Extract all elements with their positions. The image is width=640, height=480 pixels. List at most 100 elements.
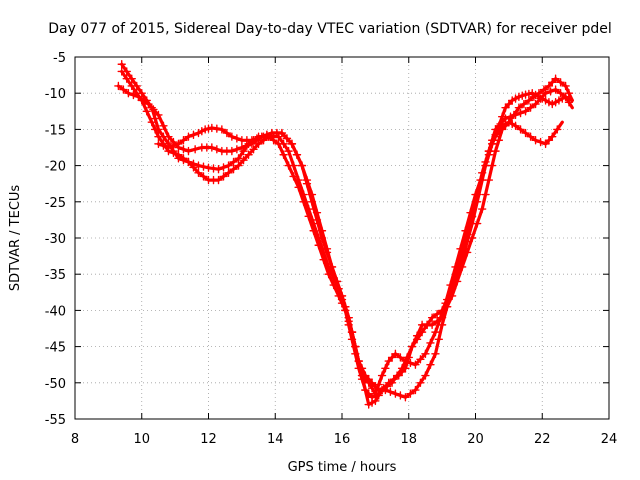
data-point-marker xyxy=(194,168,203,178)
data-point-marker xyxy=(154,139,163,149)
data-point-marker xyxy=(222,128,232,138)
data-point-marker xyxy=(481,161,490,170)
data-point-marker xyxy=(139,96,148,105)
data-point-marker xyxy=(431,349,440,359)
data-point-marker xyxy=(317,233,327,243)
data-point-marker xyxy=(526,103,535,112)
data-point-marker xyxy=(277,128,287,138)
data-point-marker xyxy=(232,134,242,143)
data-point-marker xyxy=(386,387,395,397)
data-point-marker xyxy=(553,125,562,134)
data-point-marker xyxy=(144,99,153,109)
data-point-marker xyxy=(150,125,160,134)
data-point-marker xyxy=(174,150,183,159)
data-point-marker xyxy=(127,81,136,91)
data-point-marker xyxy=(521,107,530,116)
data-point-marker xyxy=(200,125,210,134)
data-point-marker xyxy=(114,81,123,91)
data-point-marker xyxy=(387,353,397,362)
data-point-marker xyxy=(244,150,253,159)
y-tick-label: -20 xyxy=(45,160,66,175)
y-tick-label: -35 xyxy=(45,268,66,283)
data-point-marker xyxy=(164,132,173,141)
data-point-marker xyxy=(427,313,437,322)
data-point-marker xyxy=(401,393,410,402)
data-point-marker xyxy=(189,130,198,140)
data-point-marker xyxy=(347,327,357,337)
data-point-marker xyxy=(149,105,158,114)
data-point-marker xyxy=(234,154,243,163)
data-point-marker xyxy=(189,163,198,172)
data-point-marker xyxy=(129,90,138,100)
data-point-marker xyxy=(556,89,565,98)
data-point-marker xyxy=(239,155,248,165)
data-point-marker xyxy=(371,396,380,406)
data-point-marker xyxy=(307,197,317,206)
data-point-marker xyxy=(119,85,128,94)
data-point-marker xyxy=(294,175,303,185)
series-layer xyxy=(114,60,574,409)
data-point-marker xyxy=(396,353,405,362)
data-point-marker xyxy=(361,385,370,395)
data-point-marker xyxy=(498,112,507,121)
data-point-marker xyxy=(142,107,151,116)
data-point-marker xyxy=(287,139,297,149)
data-point-marker xyxy=(504,117,514,127)
x-tick-label: 14 xyxy=(267,432,284,447)
data-point-marker xyxy=(426,360,435,369)
data-point-marker xyxy=(377,385,387,395)
data-point-marker xyxy=(337,291,347,301)
data-point-marker xyxy=(147,117,156,127)
data-point-marker xyxy=(541,139,550,149)
data-point-marker xyxy=(466,208,475,217)
data-point-marker xyxy=(431,327,440,337)
data-point-marker xyxy=(397,364,407,373)
data-point-marker xyxy=(219,172,228,181)
data-point-marker xyxy=(501,103,510,112)
data-point-marker xyxy=(391,389,400,398)
data-point-marker xyxy=(551,85,560,94)
data-point-marker xyxy=(456,244,465,254)
x-tick-label: 8 xyxy=(71,432,79,447)
data-point-marker xyxy=(361,374,370,384)
data-point-marker xyxy=(551,74,560,83)
data-point-marker xyxy=(214,175,223,185)
data-point-marker xyxy=(457,262,467,272)
data-point-marker xyxy=(367,384,377,393)
data-point-marker xyxy=(229,165,238,174)
data-point-marker xyxy=(302,179,312,188)
data-point-marker xyxy=(498,125,507,134)
data-point-marker xyxy=(124,89,133,98)
data-point-marker xyxy=(209,164,218,173)
series-track-c xyxy=(114,74,574,409)
data-point-marker xyxy=(169,148,178,158)
data-point-marker xyxy=(117,67,126,76)
data-point-marker xyxy=(411,360,420,369)
data-point-marker xyxy=(212,124,222,133)
y-tick-label: -5 xyxy=(53,51,66,66)
data-point-marker xyxy=(436,313,445,322)
data-point-marker xyxy=(327,262,337,272)
data-point-marker xyxy=(309,219,318,228)
data-point-marker xyxy=(322,248,332,257)
data-point-marker xyxy=(432,309,442,319)
data-point-marker xyxy=(234,161,243,170)
y-tick-label: -30 xyxy=(45,232,66,247)
data-point-marker xyxy=(179,145,188,154)
data-point-marker xyxy=(249,145,258,154)
data-point-marker xyxy=(548,132,557,141)
data-point-marker xyxy=(544,136,554,145)
data-point-marker xyxy=(504,99,514,109)
data-point-marker xyxy=(122,74,131,83)
data-point-marker xyxy=(518,91,527,100)
data-point-marker xyxy=(536,137,545,147)
data-point-marker xyxy=(179,136,188,145)
data-point-marker xyxy=(406,389,415,398)
x-tick-label: 24 xyxy=(601,432,618,447)
data-point-marker xyxy=(154,110,163,120)
data-point-marker xyxy=(472,219,482,228)
data-point-marker xyxy=(467,233,477,243)
data-point-marker xyxy=(491,146,500,156)
data-point-marker xyxy=(224,161,233,170)
